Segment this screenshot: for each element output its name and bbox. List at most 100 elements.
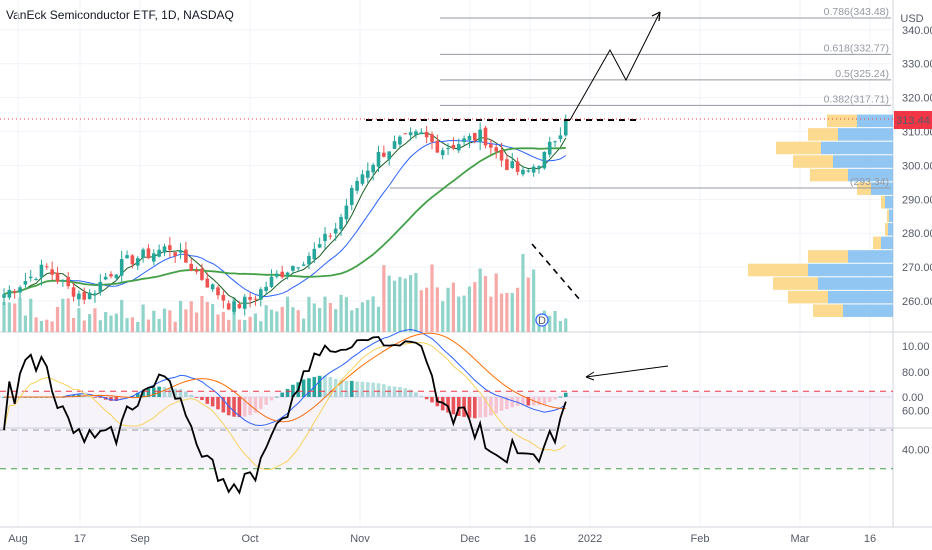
candle-body [521,169,525,175]
macd-histogram-bar [366,382,370,397]
volume-bar [227,319,231,332]
volume-bar [93,308,97,332]
candle-body [312,248,317,260]
volume-bar [478,268,482,332]
volume-bar [173,321,177,332]
candle-body [435,140,440,153]
fib-level-label: 0.5(325.24) [835,68,889,80]
currency-label: USD [900,13,923,25]
candle-body [553,141,557,143]
candle-body [542,151,547,169]
macd-histogram-bar [146,388,151,397]
candle-body [317,244,322,248]
volume-bar [291,307,295,332]
candle-body [125,255,129,259]
volume-bar [98,320,102,332]
candle-body [50,269,54,275]
macd-histogram-bar [521,397,525,406]
dividend-marker [535,313,549,327]
candle-body [387,151,391,160]
volume-bar [66,298,70,332]
sma-green-line [3,146,566,296]
candle-body [184,249,188,263]
macd-histogram-bar [119,397,124,400]
macd-histogram-bar [371,382,375,397]
volume-bar [425,287,429,332]
volume-bar [505,292,509,332]
macd-histogram-bar [93,397,97,398]
volume-bar [441,301,445,332]
volume-bar [141,304,145,332]
vp-row-up [828,290,893,304]
volume-bar [548,315,552,332]
candle-body [366,170,370,178]
candle-body [323,233,327,241]
macd-histogram-bar [526,397,531,406]
volume-bar [205,301,209,332]
candle-body [398,136,402,145]
volume-bar [253,313,258,332]
macd-histogram-bar [237,397,242,418]
volume-bar [168,310,172,332]
volume-bar [71,317,76,332]
macd-histogram-bar [307,378,311,397]
candle-body [360,174,365,184]
macd-histogram-bar [253,397,258,413]
vp-row-up [821,141,893,155]
candle-body [382,152,386,157]
candle-body [200,268,204,280]
candle-body [419,132,424,135]
vp-row-down [810,168,848,182]
projection-path [569,11,661,121]
volume-bar [350,310,354,332]
volume-bar [109,315,113,332]
macd-histogram-bar [382,384,386,397]
volume-bar [344,297,348,332]
volume-bar [307,296,311,332]
macd-histogram-bar [285,388,290,397]
macd-histogram-bar [456,397,461,416]
volume-bar [376,306,381,332]
macd-histogram-bar [430,397,434,403]
candle-body [242,296,247,309]
time-tick-label: Sep [130,533,150,545]
volume-bar [157,318,161,332]
volume-bar [323,296,327,332]
fibonacci-levels: 0.786(343.48) 0.618(332.77) 0.5(325.24) 0.3… [390,6,891,189]
price-tick-label: 270.00 [902,262,932,274]
volume-bar [130,317,134,332]
macd-tick-label: 10.00 [902,341,930,353]
candle-body [467,135,472,141]
macd-histogram-bar [446,397,450,413]
macd-histogram-bar [135,392,140,397]
macd-histogram-bar [392,386,397,397]
macd-histogram-bar [499,397,504,411]
volume-bar [462,295,466,332]
candle-body [2,294,6,298]
volume-bar [382,265,386,332]
candle-body [301,264,306,266]
volume-bar [398,276,402,332]
candle-body [114,274,119,279]
last-price-tag [894,111,932,129]
volume-bar [50,321,54,332]
projection-arrowhead [651,11,661,22]
macd-histogram-bar [259,397,263,410]
macd-tick-label: 0.00 [902,392,923,404]
candle-body [210,284,215,290]
macd-histogram-bar [424,397,429,400]
macd-histogram-bar [451,397,456,415]
candle-body [392,141,397,149]
volume-bar [178,300,183,332]
volume-bar [184,309,188,332]
volume-bar [371,296,375,332]
candle-body [526,170,531,172]
macd-histogram-bar [355,381,359,397]
candle-body [414,131,418,135]
macd-histogram-bar [398,386,402,397]
sma-fast-line [3,132,567,304]
volume-bar [451,282,455,332]
vp-row-up [833,155,893,168]
volume-bar [302,318,306,332]
